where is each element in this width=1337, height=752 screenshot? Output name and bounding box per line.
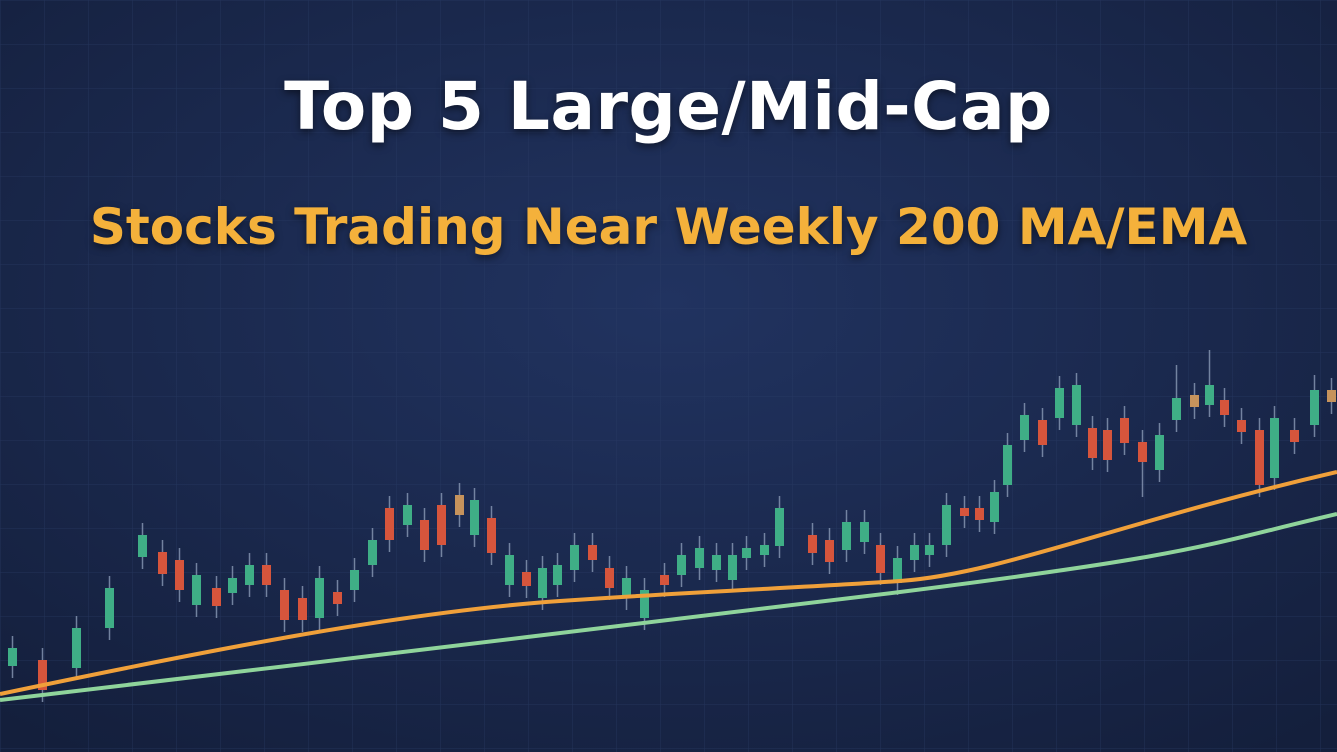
subtitle: Stocks Trading Near Weekly 200 MA/EMA (89, 198, 1248, 256)
title: Top 5 Large/Mid-Cap (284, 68, 1053, 145)
moving-average-orange (0, 470, 1337, 696)
candle-bodies (8, 385, 1336, 690)
moving-average-green (0, 512, 1337, 702)
